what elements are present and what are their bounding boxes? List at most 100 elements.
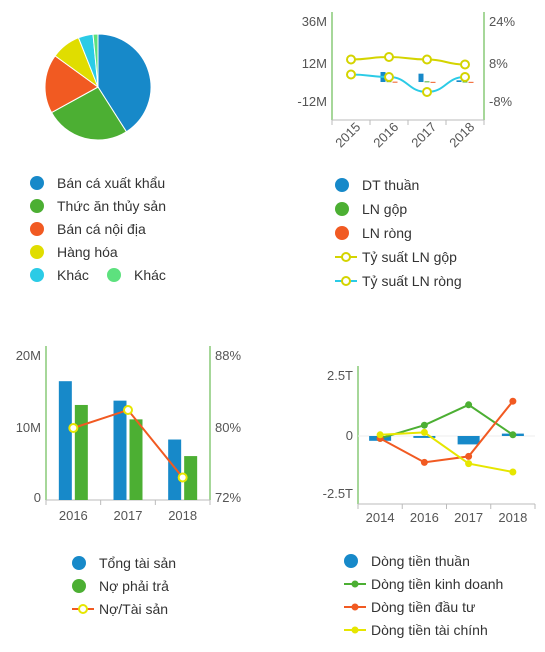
legend-marker-circle — [351, 580, 359, 588]
y-tick-label-right: 88% — [215, 348, 241, 363]
line-point — [509, 431, 517, 439]
legend-marker-dot — [30, 199, 44, 213]
line-tỷ-suất-ln-gộp — [350, 55, 466, 66]
x-tick-label: 2016 — [410, 510, 439, 525]
legend-marker-dot — [72, 556, 86, 570]
y-tick-label-left: 2.5T — [327, 368, 353, 383]
legend-label: Tỷ suất LN ròng — [362, 273, 462, 289]
legend-label: LN ròng — [362, 225, 412, 241]
line-point — [384, 72, 394, 82]
bar-tổng-tài-sản-1 — [113, 400, 127, 500]
line-point — [346, 54, 356, 65]
legend-marker-circle — [341, 276, 351, 286]
legend-label: Dòng tiền tài chính — [371, 622, 488, 638]
x-tick-label: 2017 — [454, 510, 483, 525]
legend-marker-dot — [107, 268, 121, 282]
balance-panel: 20M 10M 0 88% 80% 72% 2016 2017 2018 Tổng tài sả… — [0, 326, 272, 652]
bar-ln-gộp-2 — [424, 81, 430, 83]
y-tick-label-right: -8% — [489, 94, 513, 109]
bar-dòng-tiền-thuần-2 — [457, 436, 480, 445]
legend-label: Tổng tài sản — [99, 555, 177, 571]
pie-legend: Bán cá xuất khẩu Thức ăn thủy sản Bán cá n… — [30, 173, 270, 288]
legend-label: Tỷ suất LN gộp — [362, 249, 457, 265]
y-tick-label-left: 0 — [34, 490, 41, 505]
y-tick-label-left: 12M — [302, 56, 327, 71]
legend-marker-line — [335, 276, 357, 286]
x-tick-label: 2015 — [332, 119, 363, 150]
legend-label: Dòng tiền đầu tư — [371, 599, 476, 615]
legend-marker-dot — [335, 202, 349, 216]
y-tick-label-right: 8% — [489, 56, 508, 71]
legend-marker-dot — [30, 245, 44, 259]
bar-tổng-tài-sản-2 — [168, 439, 182, 500]
bar-nợ-phải-trả-1 — [129, 419, 143, 500]
legend-marker-line — [344, 580, 366, 588]
legend-marker-dot — [30, 222, 44, 236]
bar-ln-ròng-3 — [468, 81, 474, 83]
line-point — [123, 405, 133, 415]
legend-label: Bán cá xuất khẩu — [57, 175, 166, 191]
legend-marker-dot — [335, 226, 349, 240]
legend-label: Nợ/Tài sản — [99, 601, 169, 617]
line-dòng-tiền-kinh-doanh — [379, 403, 514, 440]
legend-label: Khác — [57, 267, 89, 283]
y-tick-label-left: 10M — [16, 420, 41, 435]
x-tick-label: 2018 — [446, 119, 477, 150]
line-tỷ-suất-ln-ròng — [350, 73, 466, 94]
balance-chart: 20M 10M 0 88% 80% 72% 2016 2017 2018 — [16, 346, 241, 523]
line-point — [420, 428, 428, 436]
line-point — [346, 69, 356, 80]
x-tick-label: 2017 — [408, 119, 439, 150]
legend-marker-dot — [72, 579, 86, 593]
y-tick-label-left: 20M — [16, 348, 41, 363]
bar-tổng-tài-sản-0 — [58, 381, 72, 500]
legend-marker-dot — [30, 268, 44, 282]
bar-dt-thuần-2 — [418, 73, 424, 82]
legend-marker-line — [344, 603, 366, 611]
balance-legend: Tổng tài sản Nợ phải trả Nợ/Tài sản — [72, 553, 272, 628]
x-tick-label: 2018 — [498, 510, 527, 525]
y-tick-label-right: 24% — [489, 14, 515, 29]
revenue-structure-panel: Bán cá xuất khẩu Thức ăn thủy sản Bán cá n… — [0, 0, 272, 326]
x-tick-label: 2018 — [168, 508, 197, 523]
legend-label: LN gộp — [362, 201, 408, 217]
bar-nợ-phải-trả-2 — [184, 456, 198, 500]
cashflow-chart: 2.5T 0 -2.5T 2014 2016 2017 2018 — [323, 366, 536, 525]
line-point — [422, 54, 432, 65]
bar-ln-ròng-1 — [392, 81, 398, 83]
line-point — [465, 401, 473, 409]
y-tick-label-left: -2.5T — [323, 486, 353, 501]
legend-label: Khác — [134, 267, 166, 283]
legend-marker-circle — [341, 252, 351, 262]
bar-nợ-phải-trả-0 — [74, 404, 88, 500]
pie-slice-5 — [92, 33, 99, 88]
line-point — [509, 397, 517, 405]
legend-marker-circle — [351, 626, 359, 634]
x-tick-label: 2017 — [114, 508, 143, 523]
bar-dt-thuần-3 — [456, 80, 462, 82]
legend-label: Thức ăn thủy sản — [57, 198, 166, 214]
line-point — [420, 421, 428, 429]
legend-label: Nợ phải trả — [99, 578, 169, 594]
legend-label: Dòng tiền thuần — [371, 553, 470, 569]
line-point — [465, 460, 473, 468]
legend-label: Hàng hóa — [57, 244, 118, 260]
legend-marker-circle — [351, 603, 359, 611]
bar-ln-ròng-2 — [430, 81, 436, 83]
legend-marker-dot — [344, 554, 358, 568]
income-panel: 36M 12M -12M 24% 8% -8% 2015 2016 2017 2018 DT th… — [272, 0, 545, 326]
line-nợ/tài-sản — [73, 408, 184, 479]
income-legend: DT thuần LN gộp LN ròng Tỷ suất LN gộp Tỷ su… — [335, 175, 540, 295]
y-tick-label-left: -12M — [297, 94, 327, 109]
pie-slice-2 — [44, 55, 99, 114]
line-point — [376, 431, 384, 439]
y-tick-label-left: 0 — [346, 428, 353, 443]
legend-marker-line — [72, 604, 94, 614]
income-chart: 36M 12M -12M 24% 8% -8% 2015 2016 2017 2018 — [297, 12, 515, 150]
line-point — [460, 59, 470, 70]
x-tick-label: 2016 — [59, 508, 88, 523]
cashflow-panel: 2.5T 0 -2.5T 2014 2016 2017 2018 Dòng tiền thu… — [272, 326, 545, 652]
legend-marker-line — [344, 626, 366, 634]
x-tick-label: 2016 — [370, 119, 401, 150]
cashflow-legend: Dòng tiền thuần Dòng tiền kinh doanh Dòng … — [344, 551, 544, 646]
